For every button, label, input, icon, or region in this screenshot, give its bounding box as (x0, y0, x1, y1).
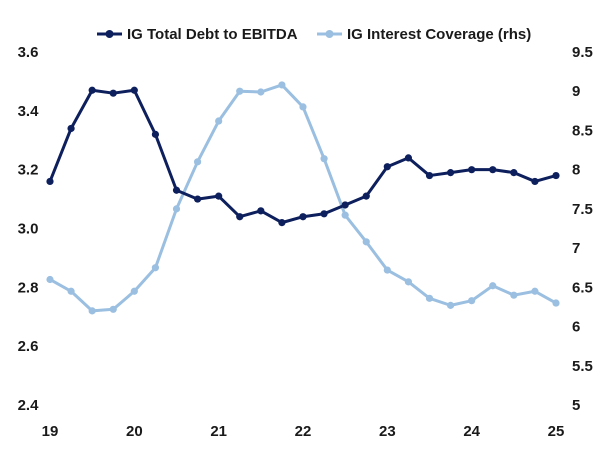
left-axis-tick-label: 2.8 (18, 279, 39, 296)
data-point-interest-coverage (236, 87, 244, 95)
data-point-debt-to-ebitda (88, 86, 96, 94)
left-axis-tick-label: 2.4 (18, 397, 40, 414)
data-point-interest-coverage (257, 88, 265, 96)
right-axis-tick-label: 6 (572, 319, 580, 336)
data-point-interest-coverage (489, 282, 497, 290)
x-axis-tick-label: 21 (210, 423, 227, 440)
data-point-debt-to-ebitda (552, 171, 560, 180)
x-axis-tick-label: 23 (379, 423, 396, 440)
series-layer (46, 81, 560, 315)
right-axis-tick-label: 7.5 (572, 201, 593, 218)
data-point-debt-to-ebitda (468, 166, 476, 174)
right-axis-tick-label: 9 (572, 83, 580, 100)
data-point-debt-to-ebitda (510, 169, 518, 177)
data-point-interest-coverage (88, 307, 96, 315)
right-axis-tick-labels: 5 5.5 6 6.5 7 7.5 8 8.5 9 9.5 (572, 44, 593, 414)
data-point-interest-coverage (552, 299, 560, 307)
data-point-interest-coverage (193, 158, 202, 166)
data-point-debt-to-ebitda (67, 124, 75, 133)
chart-legend: IG Total Debt to EBITDA IG Interest Cove… (97, 26, 531, 43)
data-point-debt-to-ebitda (489, 166, 497, 174)
data-point-interest-coverage (320, 155, 328, 163)
data-point-debt-to-ebitda (257, 207, 265, 215)
data-point-interest-coverage (109, 305, 117, 313)
data-point-interest-coverage (446, 301, 455, 309)
data-point-debt-to-ebitda (341, 201, 349, 209)
data-point-debt-to-ebitda (278, 219, 286, 227)
data-point-interest-coverage (172, 205, 181, 213)
x-axis-tick-label: 24 (463, 423, 480, 440)
legend-label-debt-to-ebitda: IG Total Debt to EBITDA (127, 26, 298, 43)
data-point-interest-coverage (383, 266, 391, 274)
data-point-debt-to-ebitda (172, 186, 181, 194)
data-point-interest-coverage (341, 211, 349, 219)
data-point-debt-to-ebitda (215, 192, 223, 200)
data-point-interest-coverage (531, 287, 539, 295)
right-axis-tick-label: 8 (572, 162, 580, 179)
data-point-interest-coverage (510, 291, 518, 299)
left-axis-tick-label: 3.4 (18, 103, 40, 120)
x-axis-tick-label: 19 (42, 423, 59, 440)
data-point-debt-to-ebitda (531, 177, 539, 186)
data-point-interest-coverage (362, 238, 370, 246)
left-axis-tick-labels: 2.4 2.6 2.8 3.0 3.2 3.4 3.6 (18, 44, 40, 414)
right-axis-tick-label: 9.5 (572, 44, 593, 61)
data-point-debt-to-ebitda (404, 154, 413, 162)
data-point-interest-coverage (404, 278, 413, 286)
x-axis-tick-label: 22 (295, 423, 312, 440)
left-axis-tick-label: 3.6 (18, 44, 39, 61)
left-axis-tick-label: 2.6 (18, 338, 39, 355)
data-point-interest-coverage (299, 103, 307, 111)
data-point-debt-to-ebitda (299, 213, 307, 221)
data-point-debt-to-ebitda (320, 210, 328, 218)
data-point-interest-coverage (425, 294, 434, 302)
series-line-interest-coverage (49, 83, 557, 313)
data-point-interest-coverage (130, 287, 138, 295)
data-point-debt-to-ebitda (362, 192, 370, 200)
data-point-debt-to-ebitda (446, 169, 455, 177)
data-point-debt-to-ebitda (130, 86, 138, 94)
x-axis-tick-label: 25 (548, 423, 565, 440)
data-point-debt-to-ebitda (236, 213, 244, 221)
data-point-debt-to-ebitda (383, 163, 391, 171)
right-axis-tick-label: 5 (572, 397, 580, 414)
data-point-debt-to-ebitda (193, 195, 202, 203)
right-axis-tick-label: 7 (572, 240, 580, 257)
legend-marker-interest-coverage (325, 30, 334, 38)
right-axis-tick-label: 8.5 (572, 122, 593, 139)
legend-marker-debt-to-ebitda (105, 30, 114, 38)
data-point-interest-coverage (67, 287, 75, 295)
data-point-interest-coverage (278, 81, 286, 89)
data-point-debt-to-ebitda (109, 89, 117, 97)
data-point-interest-coverage (215, 117, 223, 125)
x-axis-tick-labels: 19 20 21 22 23 24 25 (42, 423, 565, 440)
data-point-interest-coverage (46, 275, 54, 284)
data-point-debt-to-ebitda (151, 130, 160, 138)
left-axis-tick-label: 3.0 (18, 221, 39, 238)
legend-label-interest-coverage: IG Interest Coverage (rhs) (347, 26, 531, 43)
x-axis-tick-label: 20 (126, 423, 143, 440)
left-axis-tick-label: 3.2 (18, 162, 39, 179)
data-point-debt-to-ebitda (46, 177, 54, 186)
right-axis-tick-label: 5.5 (572, 358, 593, 375)
right-axis-tick-label: 6.5 (572, 279, 593, 296)
data-point-interest-coverage (151, 264, 160, 272)
data-point-debt-to-ebitda (425, 171, 434, 180)
data-point-interest-coverage (468, 297, 476, 305)
